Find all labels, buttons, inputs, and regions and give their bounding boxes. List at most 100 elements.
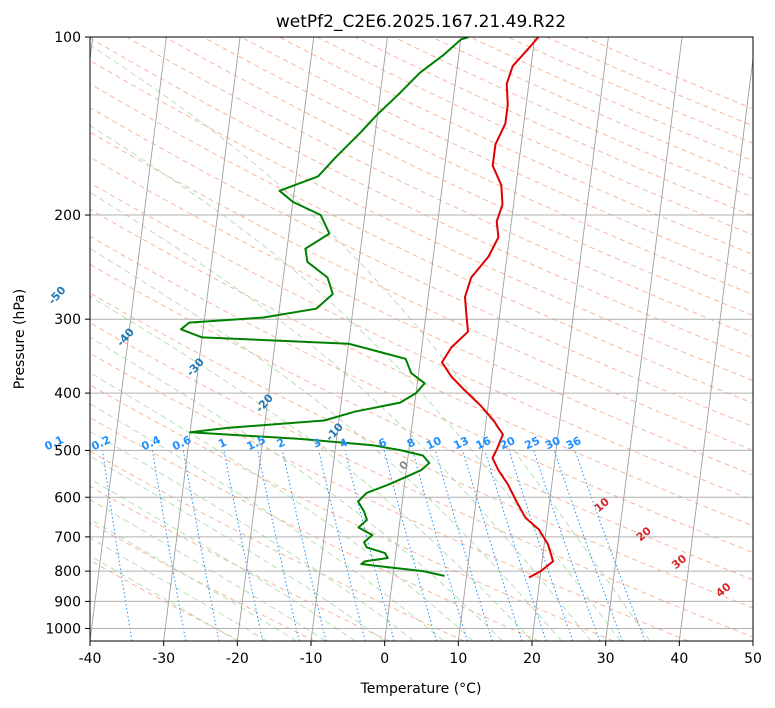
dry-adiabat-line: [90, 60, 753, 382]
mixing-ratio-line: [282, 450, 327, 641]
y-tick-label: 1000: [45, 621, 81, 637]
dry-adiabat-line: [90, 522, 315, 641]
mixing-ratio-line: [462, 450, 523, 641]
y-axis-label: Pressure (hPa): [12, 289, 28, 389]
moist-adiabat-line: [90, 555, 238, 641]
chart-title: wetPf2_C2E6.2025.167.21.49.R22: [276, 12, 566, 32]
y-tick-label: 100: [54, 30, 81, 46]
mixing-ratio-line: [574, 450, 646, 641]
mixing-ratio-line: [412, 450, 468, 641]
moist-adiabat-line: [90, 499, 326, 641]
x-axis-label: Temperature (°C): [360, 681, 482, 697]
x-tick-label: 30: [597, 651, 615, 667]
mixing-ratio-line: [508, 450, 574, 641]
mixing-ratio-label: 16: [474, 434, 494, 452]
mixing-ratio-label: 13: [452, 434, 471, 452]
dry-adiabat-line: [355, 37, 753, 217]
x-axis-ticks: -40 -30 -20 -10 0 10 20 30 40 50: [79, 641, 762, 667]
dry-adiabat-line: [90, 156, 753, 476]
dry-adiabat-line: [90, 485, 390, 641]
isotherm-line: [90, 37, 167, 641]
dry-adiabat-line: [90, 559, 241, 641]
mixing-ratio-label: 30: [543, 434, 563, 452]
y-tick-label: 500: [54, 443, 81, 459]
moist-adiabat-line: [90, 372, 474, 641]
mixing-ratio-line: [553, 450, 623, 641]
moist-adiabat-line: [90, 537, 268, 641]
isotherm-line: [457, 37, 536, 641]
mixing-ratio-label: 36: [564, 434, 584, 452]
dry-adiabat-line: [90, 352, 689, 641]
dry-adiabat-line: [90, 235, 753, 554]
mixing-ratio-line: [318, 450, 366, 641]
x-tick-label: 10: [449, 651, 467, 667]
mixing-ratio-line: [223, 450, 264, 641]
isotherm-label: -20: [253, 391, 276, 415]
mixing-ratio-line: [102, 450, 133, 641]
mixing-ratio-line: [383, 450, 437, 641]
mixing-ratio-line: [344, 450, 395, 641]
moist-adiabat-line: [90, 430, 415, 641]
mixing-ratio-label: 20: [498, 434, 518, 452]
y-tick-label: 200: [54, 208, 81, 224]
y-tick-label: 700: [54, 530, 81, 546]
dry-adiabat-line: [90, 417, 540, 641]
dry-adiabat-line: [90, 384, 614, 641]
data-lines: [180, 37, 555, 579]
x-tick-label: 20: [523, 651, 541, 667]
dry-adiabat-line: [90, 107, 753, 428]
dry-adiabat-line: [240, 37, 753, 275]
temperature-line: [441, 37, 555, 579]
moist-adiabat-line: [90, 124, 621, 641]
mixing-ratio-line: [484, 450, 547, 641]
mixing-ratio-line: [434, 450, 493, 641]
moist-adiabat-line: [90, 247, 562, 641]
mixing-ratio-line: [257, 450, 300, 641]
isotherm-line: [531, 37, 609, 641]
isotherm-label: -60: [0, 234, 1, 258]
moist-adiabat-line: [90, 478, 356, 641]
x-tick-label: 40: [670, 651, 688, 667]
isotherm-line: [752, 637, 753, 641]
y-tick-label: 300: [54, 312, 81, 328]
dry-adiabat-line: [278, 37, 753, 256]
background-lines: [90, 37, 753, 641]
moist-adiabat-line: [90, 191, 592, 641]
isotherm-label: -30: [184, 355, 207, 379]
y-axis-ticks: 100 200 300 400 500 600 700 800 900 1000: [45, 30, 90, 637]
x-tick-label: 0: [380, 651, 389, 667]
dry-adiabat-line: [164, 37, 753, 316]
x-tick-label: -10: [300, 651, 323, 667]
isotherm-line: [605, 37, 683, 641]
moist-adiabat-line: [90, 44, 651, 641]
dry-adiabat-line: [202, 37, 753, 296]
isotherm-line: [163, 37, 241, 641]
dry-adiabat-line: [507, 37, 753, 144]
dry-adiabat-label: 20: [634, 524, 654, 544]
dry-adiabat-line: [583, 37, 753, 110]
mixing-ratio-line: [533, 450, 601, 641]
isotherm-line: [236, 37, 315, 641]
isotherm-line: [678, 55, 753, 641]
mixing-ratio-label: 1: [216, 436, 228, 451]
moist-adiabat-line: [90, 403, 444, 641]
mixing-ratio-label: 8: [405, 436, 417, 451]
dry-adiabat-line: [90, 208, 753, 527]
moist-adiabat-line: [90, 295, 533, 641]
mixing-ratio-line: [182, 450, 220, 641]
y-tick-label: 900: [54, 594, 81, 610]
dry-adiabat-label: 30: [669, 552, 689, 572]
mixing-ratio-label: 10: [424, 434, 444, 452]
dry-adiabat-line: [90, 182, 753, 501]
dry-adiabat-line: [431, 37, 753, 180]
mixing-ratio-label: 25: [523, 434, 542, 452]
x-tick-label: -30: [152, 651, 175, 667]
plot-frame: [89, 36, 754, 642]
dry-adiabat-line: [469, 37, 753, 162]
x-tick-label: -20: [226, 651, 249, 667]
moist-adiabat-line: [90, 518, 297, 641]
dry-adiabat-line: [90, 450, 465, 641]
dry-adiabat-label: 40: [713, 580, 733, 600]
isotherm-label: -50: [46, 283, 69, 307]
